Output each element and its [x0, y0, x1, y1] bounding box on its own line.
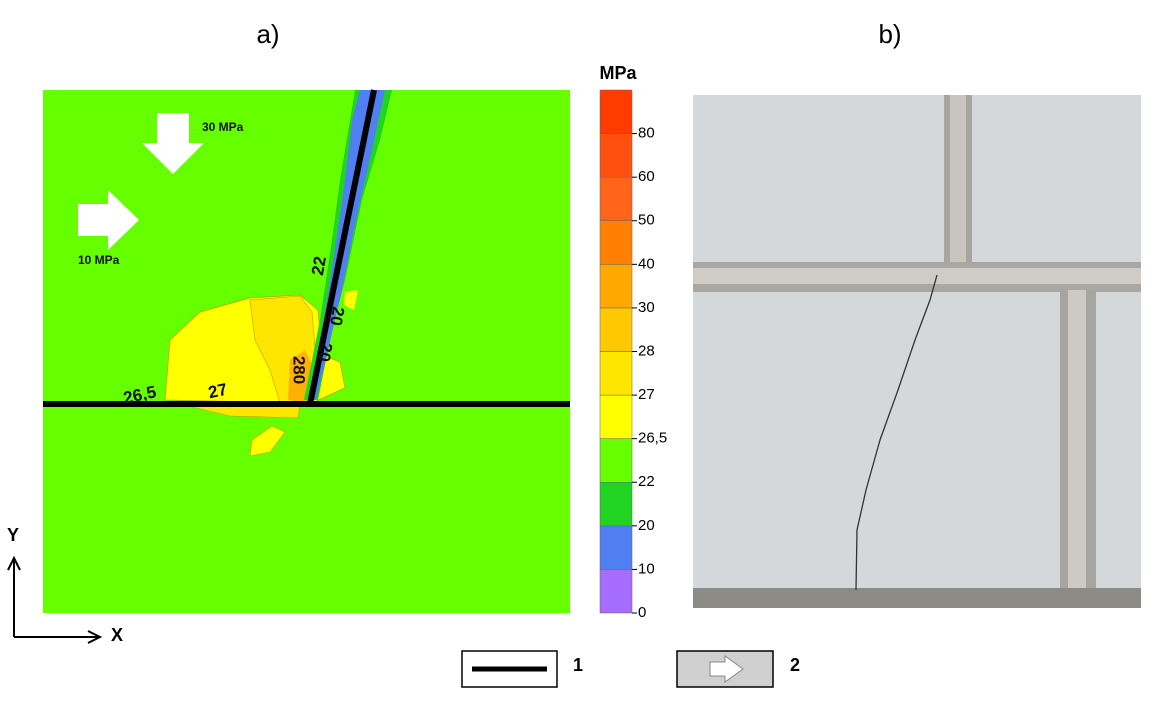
- colorbar-band: [599, 220, 633, 265]
- colorbar-label: 80: [638, 125, 655, 142]
- colorbar-label: 60: [638, 168, 655, 185]
- panel-label: b): [878, 19, 901, 49]
- contour-label: 27: [207, 380, 229, 403]
- colorbar-label: 27: [638, 386, 655, 403]
- colorbar-unit: MPa: [599, 63, 637, 83]
- contour-label: 20: [314, 341, 336, 363]
- load-label: 10 MPa: [78, 253, 120, 267]
- colorbar-band: [599, 569, 633, 614]
- colorbar-label: 40: [638, 255, 655, 272]
- axis-label: Y: [7, 525, 19, 545]
- contour-label: 22: [308, 255, 330, 277]
- colorbar-label: 26,5: [638, 430, 667, 447]
- load-arrow: [78, 190, 139, 250]
- legend-label: 2: [790, 655, 800, 675]
- colorbar-label: 50: [638, 212, 655, 229]
- colorbar-band: [599, 176, 633, 222]
- colorbar-band: [599, 438, 633, 483]
- load-label: 30 MPa: [202, 120, 244, 134]
- colorbar-band: [599, 482, 633, 527]
- colorbar-band: [599, 133, 633, 178]
- colorbar-band: [599, 264, 633, 309]
- colorbar-band: [599, 307, 633, 352]
- colorbar-label: 20: [638, 517, 655, 534]
- legend-label: 1: [573, 655, 583, 675]
- panel-label: a): [256, 19, 279, 49]
- photo: [693, 95, 1141, 608]
- colorbar-band: [599, 525, 633, 570]
- load-arrow: [142, 113, 204, 174]
- colorbar-label: 28: [638, 342, 655, 359]
- colorbar-band: [599, 394, 633, 439]
- contour-label: 20: [326, 305, 348, 327]
- axis-label: X: [111, 625, 123, 645]
- colorbar-band: [599, 351, 633, 396]
- contour-plot: 26,5 27 22 20 20 280 30 MPa 10 MPa: [43, 89, 570, 613]
- colorbar-band: [599, 89, 633, 134]
- colorbar-label: 30: [638, 299, 655, 316]
- colorbar-label: 22: [638, 473, 655, 490]
- colorbar-label: 0: [638, 604, 646, 621]
- contour-label: 280: [290, 356, 309, 384]
- colorbar-label: 10: [638, 560, 655, 577]
